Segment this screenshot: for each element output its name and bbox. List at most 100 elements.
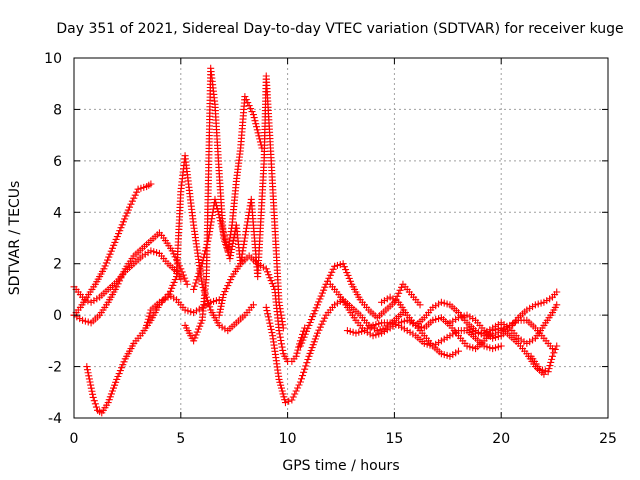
data-point: [213, 205, 221, 213]
data-point: [262, 303, 270, 311]
data-point: [254, 129, 262, 137]
data-point: [553, 301, 561, 309]
series-track-8: [215, 252, 309, 365]
data-point: [297, 375, 305, 383]
data-point: [267, 277, 275, 285]
data-point: [130, 194, 138, 202]
data-point: [182, 277, 190, 285]
data-point: [277, 336, 285, 344]
data-point: [196, 266, 204, 274]
data-point: [128, 197, 136, 205]
data-point: [305, 352, 313, 360]
data-point: [547, 358, 555, 366]
data-point: [251, 117, 259, 125]
data-point: [166, 287, 174, 295]
data-point: [299, 336, 307, 344]
data-point: [311, 307, 319, 315]
data-point: [88, 387, 96, 395]
data-point: [115, 230, 123, 238]
x-tick-label: 25: [599, 431, 617, 447]
data-point: [199, 257, 207, 264]
data-point: [113, 233, 121, 241]
data-point: [339, 260, 347, 268]
data-point: [113, 375, 121, 383]
data-point: [127, 200, 135, 208]
data-point: [85, 372, 93, 380]
data-point: [217, 220, 225, 228]
data-point: [216, 308, 224, 316]
series-track-16: [463, 301, 561, 347]
data-point: [117, 224, 125, 232]
data-point: [228, 245, 236, 253]
data-point: [169, 281, 177, 289]
data-point: [395, 289, 403, 297]
data-point: [299, 372, 307, 380]
data-point: [201, 250, 209, 258]
data-point: [133, 188, 141, 196]
data-point: [216, 217, 224, 225]
data-point: [217, 302, 225, 310]
data-point: [165, 290, 173, 298]
y-tick-label: -2: [48, 360, 62, 376]
data-point: [104, 399, 112, 407]
data-point: [278, 343, 286, 351]
data-points: [70, 64, 561, 417]
data-point: [215, 296, 223, 304]
data-point: [548, 352, 556, 360]
x-tick-label: 15: [385, 431, 403, 447]
data-point: [285, 397, 293, 405]
data-point: [220, 229, 228, 237]
data-point: [265, 271, 273, 279]
data-point: [340, 263, 348, 271]
data-point: [266, 319, 274, 327]
data-point: [131, 191, 139, 199]
data-point: [81, 296, 89, 304]
data-point: [218, 296, 226, 304]
data-point: [318, 320, 326, 328]
data-point: [112, 378, 120, 386]
data-point: [311, 335, 319, 343]
data-point: [308, 344, 316, 352]
data-point: [84, 297, 92, 305]
data-point: [267, 322, 275, 330]
data-point: [314, 301, 322, 309]
data-point: [91, 400, 99, 408]
data-point: [90, 397, 98, 405]
data-point: [393, 292, 401, 300]
data-point: [295, 381, 303, 389]
data-point: [223, 242, 231, 250]
data-point: [143, 321, 151, 329]
data-point: [108, 244, 116, 252]
y-tick-label: 0: [53, 308, 62, 324]
data-point: [118, 364, 126, 372]
chart-title: Day 351 of 2021, Sidereal Day-to-day VTE…: [56, 21, 623, 37]
data-point: [198, 280, 206, 288]
data-point: [545, 365, 553, 373]
data-point: [249, 111, 257, 119]
data-point: [302, 362, 310, 370]
data-point: [110, 241, 118, 249]
data-point: [192, 279, 200, 287]
data-point: [289, 393, 297, 401]
series-track-9: [262, 296, 407, 407]
series-track-1: [70, 180, 155, 319]
data-point: [108, 387, 116, 395]
data-point: [92, 403, 100, 411]
data-point: [116, 367, 124, 375]
data-point: [314, 329, 322, 337]
data-point: [288, 396, 296, 404]
y-tick-label: 2: [53, 257, 62, 273]
data-point: [262, 265, 270, 273]
data-point: [171, 276, 179, 284]
data-point: [303, 327, 311, 335]
data-point: [87, 381, 95, 389]
data-point: [104, 256, 112, 264]
data-point: [315, 326, 323, 334]
series-track-13: [378, 293, 548, 378]
data-point: [213, 202, 221, 210]
data-point: [145, 312, 153, 320]
data-point: [292, 387, 300, 395]
data-point: [113, 283, 121, 291]
data-point: [86, 378, 94, 386]
